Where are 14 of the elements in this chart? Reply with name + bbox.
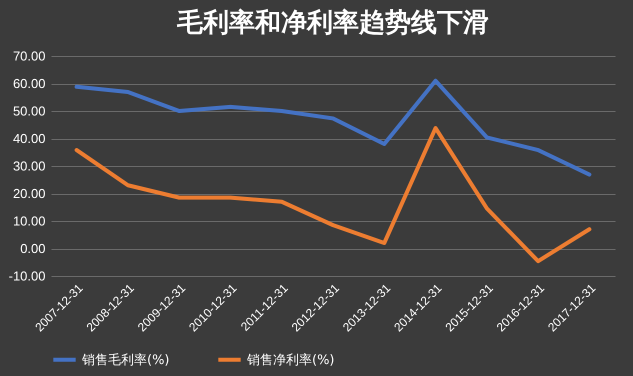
y-tick-label: 70.00 [12, 48, 46, 64]
y-tick-label: 10.00 [12, 214, 46, 228]
legend-label: 销售毛利率(%) [81, 352, 170, 368]
y-tick-label: 50.00 [12, 104, 46, 118]
y-tick-label: 40.00 [12, 131, 46, 146]
line-series [74, 126, 592, 264]
legend-label: 销售净利率(%) [246, 352, 334, 368]
y-tick-label: 60.00 [12, 76, 46, 91]
chart-title: 毛利率和净利率趋势线下滑 [176, 8, 489, 38]
y-tick-label: 20.00 [12, 186, 46, 201]
line-series [74, 78, 592, 177]
y-tick-label: -10.00 [8, 268, 46, 284]
y-tick-label: 30.00 [12, 158, 46, 174]
y-tick-label: 0.00 [20, 241, 46, 256]
